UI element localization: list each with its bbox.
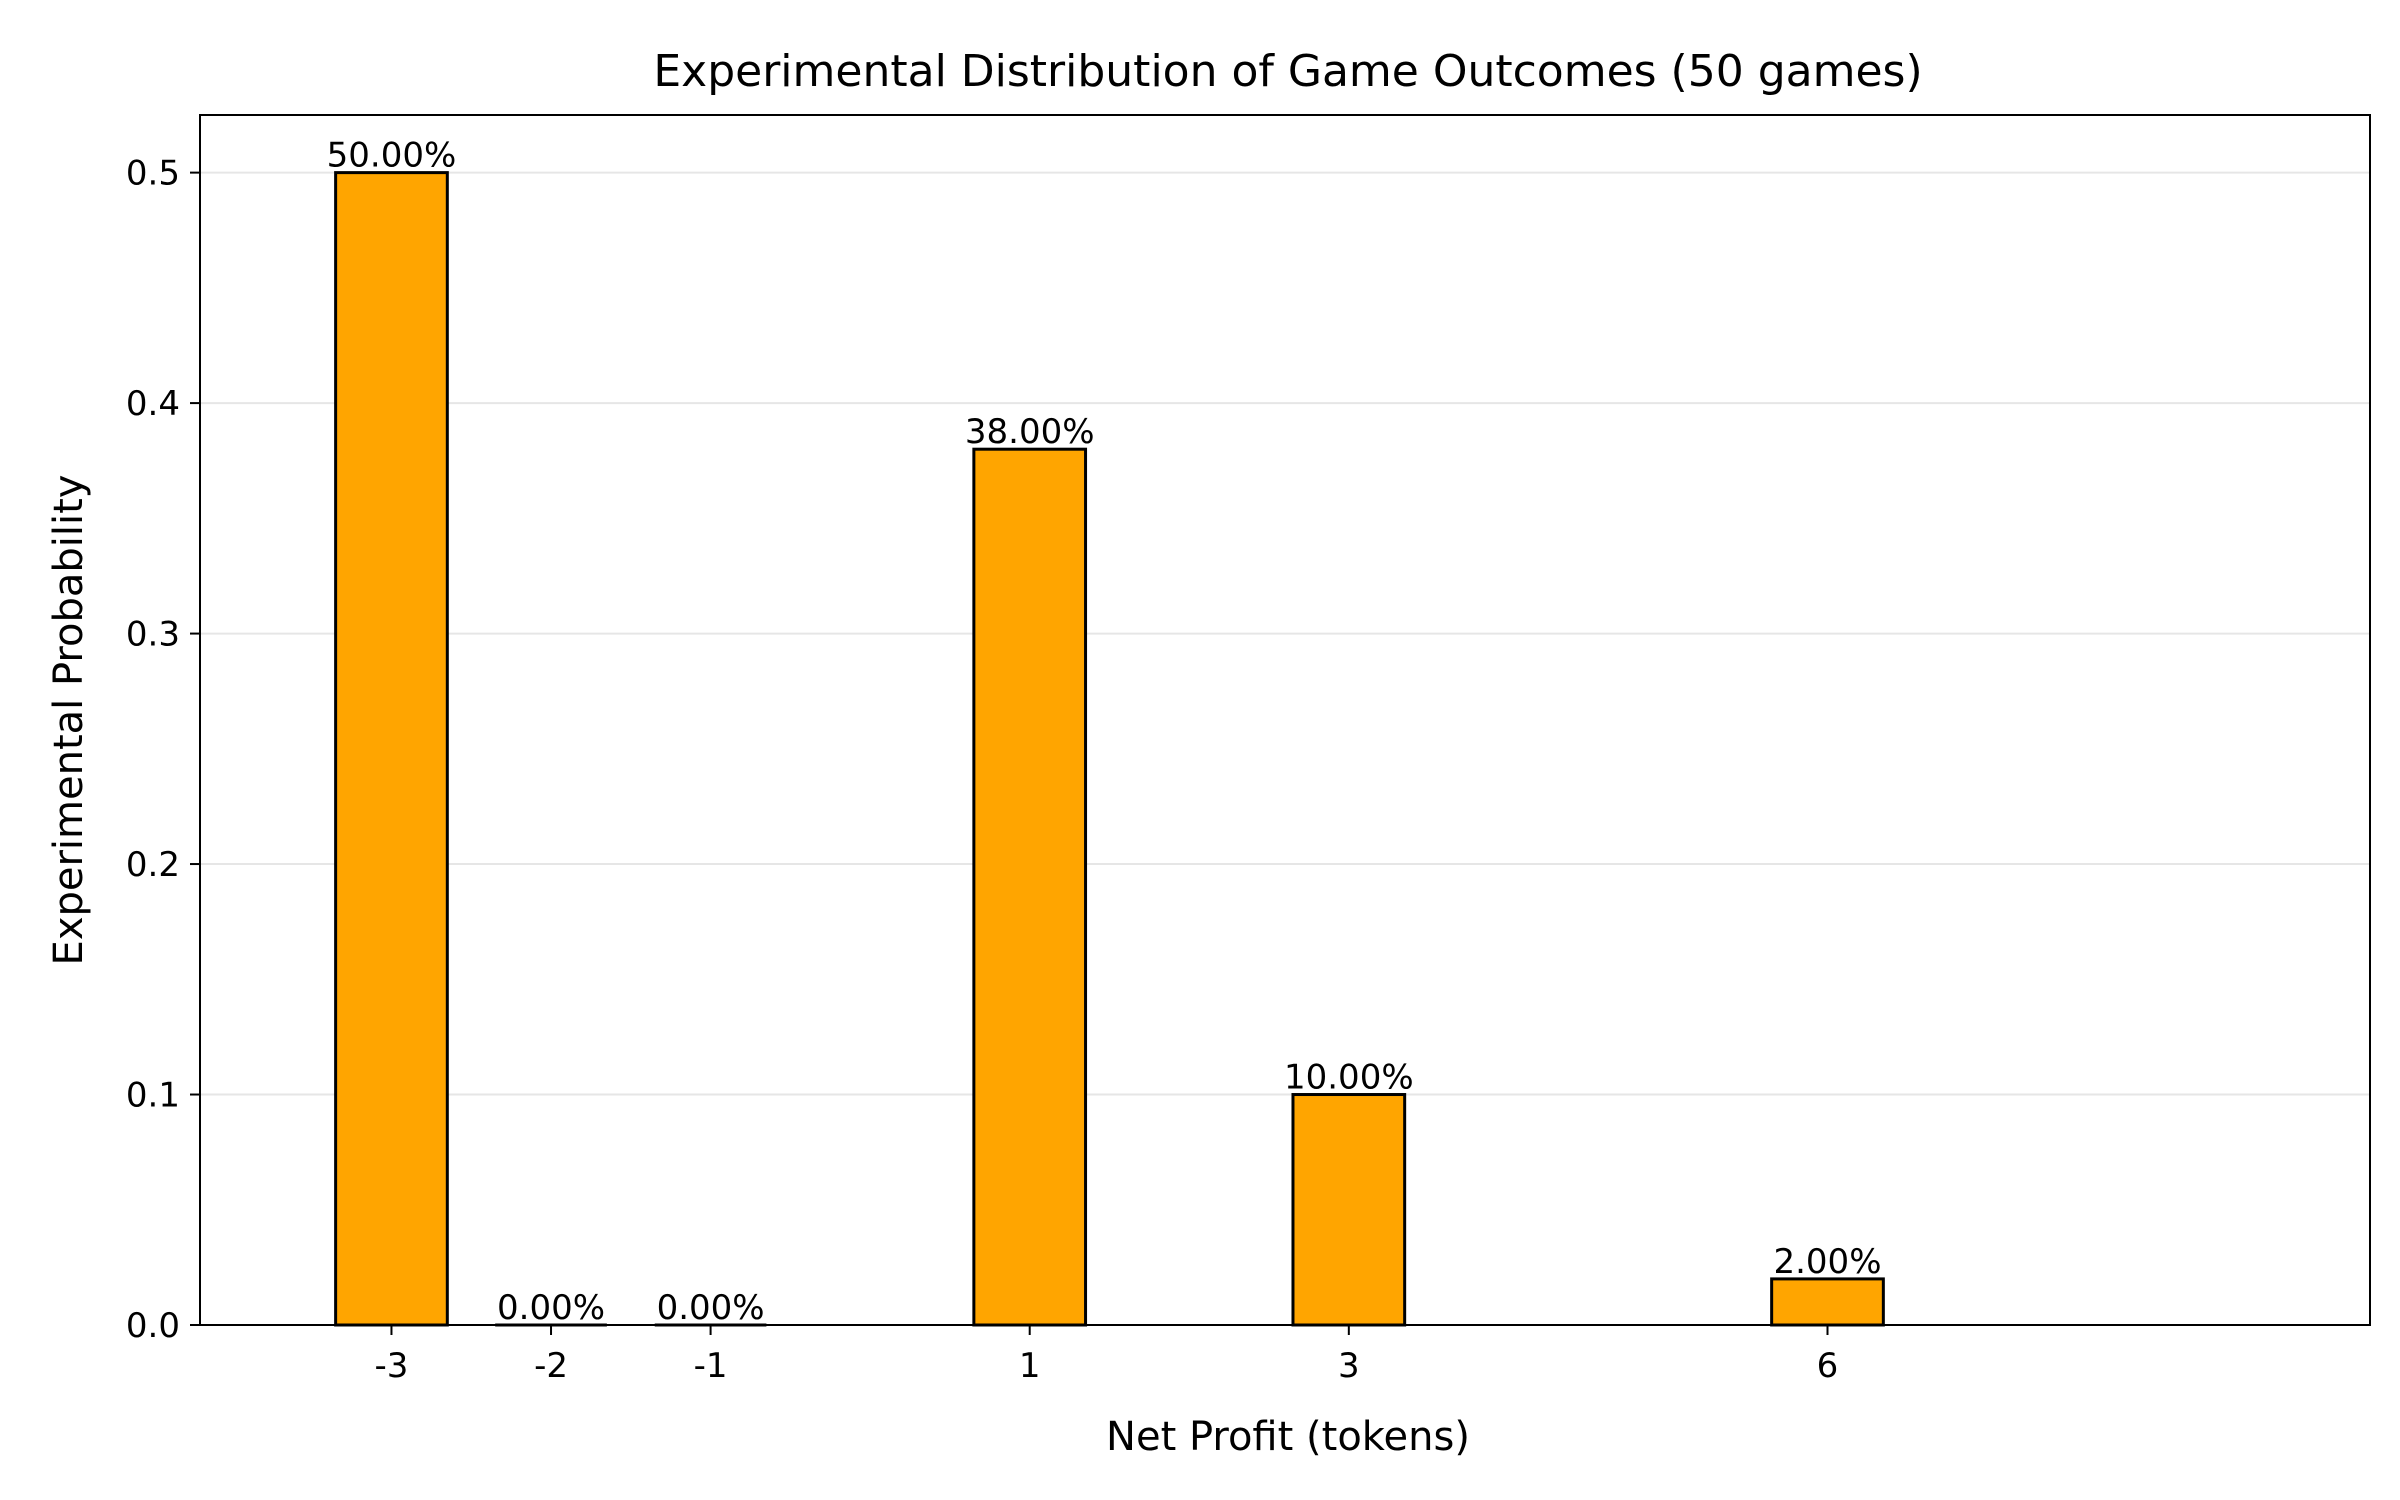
- bar-data-label: 0.00%: [497, 1288, 605, 1328]
- bar-data-label: 10.00%: [1284, 1058, 1414, 1098]
- bar-data-label: 2.00%: [1773, 1242, 1881, 1282]
- y-tick-label: 0.5: [126, 154, 180, 194]
- y-axis-label: Experimental Probability: [46, 475, 92, 966]
- x-tick-label: -3: [375, 1346, 409, 1386]
- y-tick-label: 0.2: [126, 845, 180, 885]
- x-axis-label: Net Profit (tokens): [1106, 1414, 1470, 1460]
- bars: [334, 171, 1885, 1327]
- y-tick-label: 0.1: [126, 1076, 180, 1116]
- bar-data-label: 0.00%: [657, 1288, 765, 1328]
- x-tick-label: 6: [1817, 1346, 1839, 1386]
- x-tick-label: 3: [1338, 1346, 1360, 1386]
- x-tick-label: 1: [1019, 1346, 1041, 1386]
- bar: [1291, 1093, 1407, 1327]
- y-tick-label: 0.3: [126, 615, 180, 655]
- x-tick-label: -1: [694, 1346, 728, 1386]
- x-tick-label: -2: [534, 1346, 568, 1386]
- bar-data-label: 38.00%: [965, 412, 1095, 452]
- y-axis-ticks: 0.0 0.1 0.2 0.3 0.4 0.5: [126, 154, 200, 1346]
- bar: [972, 447, 1088, 1327]
- x-axis-ticks: -3 -2 -1 1 3 6: [375, 1325, 1839, 1386]
- chart-title: Experimental Distribution of Game Outcom…: [653, 46, 1922, 97]
- data-labels: 50.00% 0.00% 0.00% 38.00% 10.00% 2.00%: [327, 136, 1882, 1328]
- y-gridlines: [200, 171, 2370, 1096]
- plot-area-frame: [199, 114, 2371, 1326]
- bar: [1770, 1277, 1885, 1327]
- bar-data-label: 50.00%: [327, 136, 457, 176]
- y-tick-label: 0.0: [126, 1306, 180, 1346]
- y-tick-label: 0.4: [126, 384, 180, 424]
- bar: [334, 171, 449, 1327]
